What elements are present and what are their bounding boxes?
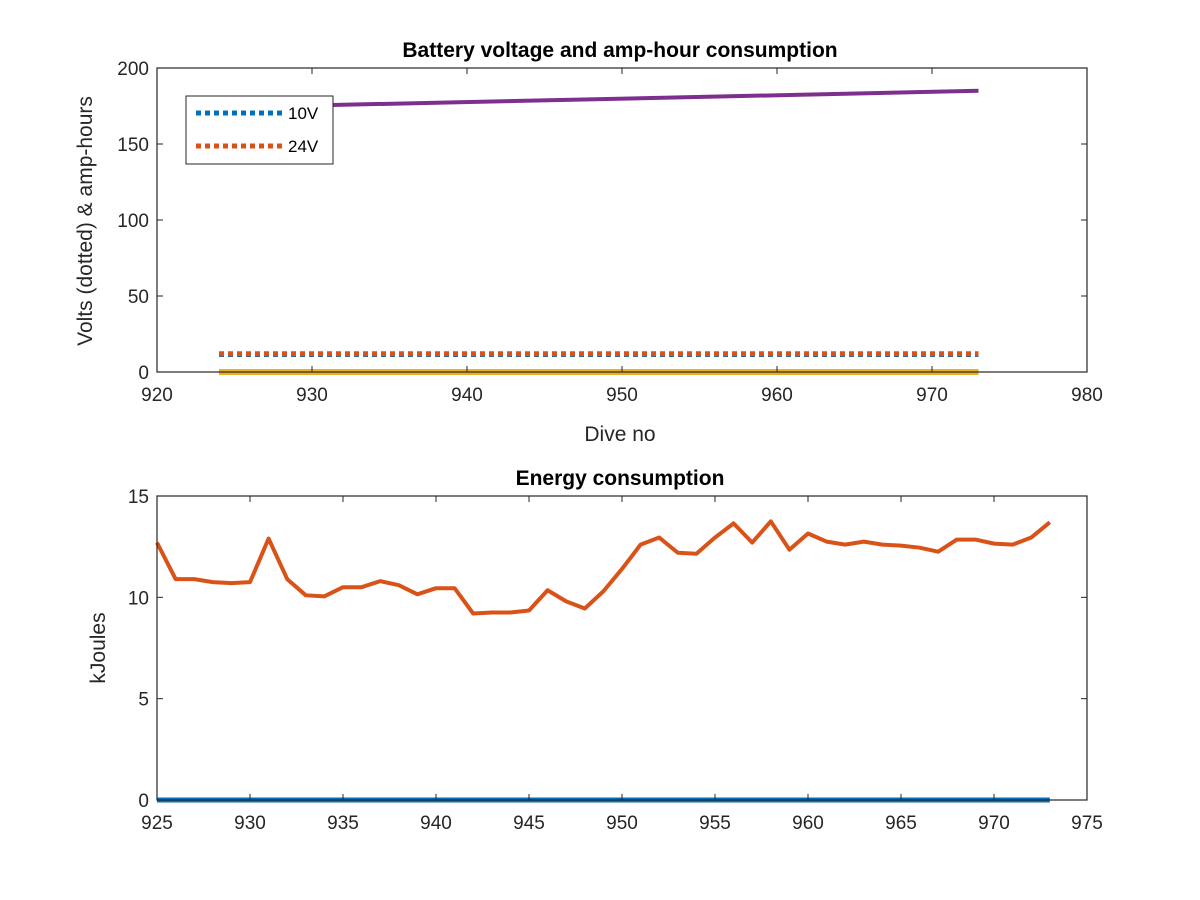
x-tick-label: 945 [513, 813, 545, 834]
x-tick-label: 960 [761, 385, 793, 406]
x-tick-label: 960 [792, 813, 824, 834]
voltage-y-axis-label: Volts (dotted) & amp-hours [74, 96, 97, 346]
x-tick-label: 925 [141, 813, 173, 834]
x-tick-label: 920 [141, 385, 173, 406]
x-tick-label: 955 [699, 813, 731, 834]
y-tick-label: 200 [117, 59, 149, 80]
x-tick-label: 940 [451, 385, 483, 406]
x-tick-label: 970 [916, 385, 948, 406]
y-tick-label: 0 [138, 363, 149, 384]
x-tick-label: 935 [327, 813, 359, 834]
energy-y-axis-label: kJoules [87, 612, 110, 683]
y-tick-label: 150 [117, 135, 149, 156]
x-tick-label: 965 [885, 813, 917, 834]
energy-axes: 925 930 935 940 945 950 955 960 965 970 975051015 … [87, 467, 1103, 834]
y-tick-label: 0 [138, 791, 149, 812]
legend-box [185, 95, 334, 165]
x-tick-label: 940 [420, 813, 452, 834]
x-tick-label: 950 [606, 813, 638, 834]
energy-plot-area: 925 930 935 940 945 950 955 960 965 970 975 0 5 10 15 [128, 487, 1103, 834]
x-tick-label: 975 [1071, 813, 1103, 834]
x-tick-label: 930 [234, 813, 266, 834]
x-tick-label: 950 [606, 385, 638, 406]
x-tick-label: 980 [1071, 385, 1103, 406]
y-tick-label: 15 [128, 487, 149, 508]
legend-label-10v: 10V [288, 104, 319, 123]
y-tick-label: 50 [128, 287, 149, 308]
x-tick-label: 970 [978, 813, 1010, 834]
legend-label-24v: 24V [288, 137, 319, 156]
series-line-series-2 [155, 519, 1052, 616]
x-tick-label: 930 [296, 385, 328, 406]
voltage-legend: 10V 24V [185, 95, 334, 165]
series-line-series-4 [218, 88, 979, 110]
y-tick-label: 10 [128, 588, 149, 609]
voltage-chart-title: Battery voltage and amp-hour consumption [402, 39, 837, 62]
voltage-plot-area: 920 930 940 950 960 970 980 0 50 100 150 200 [117, 59, 1103, 406]
energy-chart-title: Energy consumption [516, 467, 725, 490]
voltage-axes: 920 930 940 950 960 970 980 0 50 100 150 200 Batter… [74, 39, 1103, 446]
y-tick-label: 100 [117, 211, 149, 232]
voltage-x-axis-label: Dive no [584, 423, 655, 446]
y-tick-label: 5 [138, 690, 149, 711]
